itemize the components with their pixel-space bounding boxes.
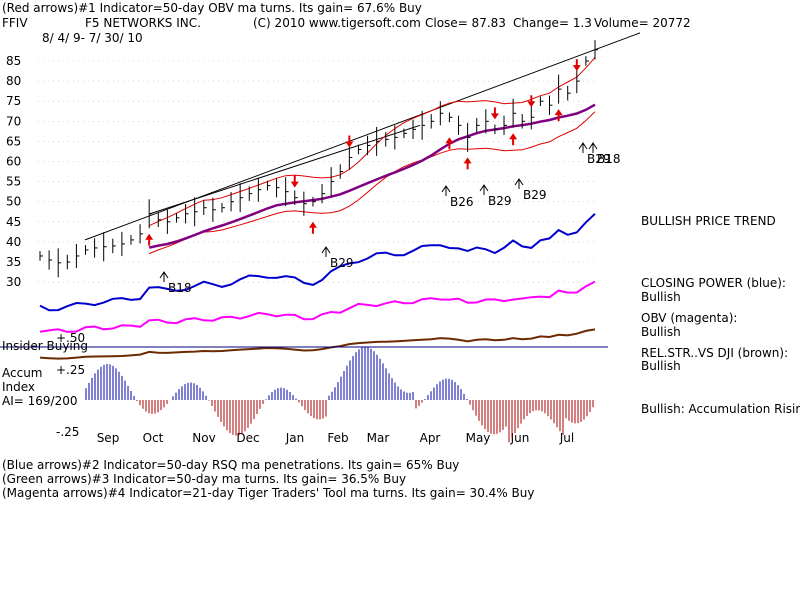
- rel-strength-line: [39, 328, 596, 360]
- y-tick-label: 80: [6, 74, 21, 88]
- closing-power-value: Bullish: [641, 290, 681, 304]
- y-tick-label: 50: [6, 195, 21, 209]
- x-tick-label: Apr: [420, 431, 441, 445]
- accumulation-status: Bullish: Accumulation Rising: [641, 402, 800, 416]
- copyright-text: (C) 2010 www.tigersoft.com: [253, 16, 421, 30]
- sell-arrow: [345, 135, 354, 148]
- annotation-arrow: [321, 246, 331, 257]
- annotation-label: B29: [523, 188, 547, 202]
- change-value: Change= 1.3: [513, 16, 592, 30]
- closing-power-line: [39, 213, 596, 312]
- rel-strength-title: REL.STR..VS DJI (brown):: [641, 346, 789, 360]
- annotation-arrow: [441, 185, 451, 196]
- price-trend-label: BULLISH PRICE TREND: [641, 214, 776, 228]
- y-tick-label: 70: [6, 114, 21, 128]
- upper-band-line: [148, 57, 596, 227]
- y-tick-label: 35: [6, 255, 21, 269]
- annotation-label: B29: [587, 152, 611, 166]
- annotation-arrow: [514, 178, 524, 189]
- x-tick-label: Sep: [97, 431, 120, 445]
- minus-25-label: -.25: [56, 425, 80, 439]
- price-bars: [39, 40, 598, 278]
- annotation-label: B29: [488, 194, 512, 208]
- header-indicator-1: (Red arrows)#1 Indicator=50-day OBV ma t…: [2, 1, 422, 15]
- annotation-label: B26: [450, 195, 474, 209]
- y-tick-label: 65: [6, 134, 21, 148]
- annotation-arrow: [479, 184, 489, 195]
- footer-indicator-3: (Green arrows)#3 Indicator=50-day ma tur…: [2, 472, 407, 486]
- buy-arrow: [554, 109, 563, 122]
- y-tick-label: 45: [6, 215, 21, 229]
- x-axis-month-labels: Sep Oct Nov Dec Jan Feb Mar Apr May Jun Jul: [97, 431, 575, 445]
- x-tick-label: Jun: [510, 431, 530, 445]
- x-tick-label: Nov: [192, 431, 215, 445]
- obv-value: Bullish: [641, 325, 681, 339]
- ai-value: AI= 169/200: [2, 394, 78, 408]
- sell-arrow: [290, 175, 299, 188]
- buy-arrow: [308, 221, 317, 234]
- lower-trend-line: [149, 124, 421, 215]
- x-tick-label: Oct: [143, 431, 164, 445]
- sell-arrow: [490, 107, 499, 120]
- accum-label: Accum: [2, 366, 43, 380]
- annotation-label: B29: [330, 256, 354, 270]
- plus-50-label: +.50: [56, 331, 86, 345]
- close-price: Close= 87.83: [425, 16, 506, 30]
- annotation-label: B18: [168, 281, 192, 295]
- obv-title: OBV (magenta):: [641, 311, 738, 325]
- closing-power-title: CLOSING POWER (blue):: [641, 276, 786, 290]
- x-tick-label: Dec: [236, 431, 259, 445]
- sell-arrow: [527, 95, 536, 108]
- sell-arrow: [572, 59, 581, 72]
- x-tick-label: May: [466, 431, 491, 445]
- annotation-arrow: [588, 142, 598, 153]
- company-name: F5 NETWORKS INC.: [85, 16, 201, 30]
- buy-arrow: [145, 233, 154, 246]
- rel-strength-value: Bullish: [641, 359, 681, 373]
- y-tick-label: 30: [6, 275, 21, 289]
- upper-trend-line: [84, 32, 641, 241]
- ma50-line: [148, 103, 596, 249]
- x-tick-label: Feb: [327, 431, 348, 445]
- x-tick-label: Jul: [559, 431, 574, 445]
- y-tick-label: 85: [6, 54, 21, 68]
- y-tick-label: 40: [6, 235, 21, 249]
- grid-lines: [38, 60, 596, 283]
- index-label: Index: [2, 380, 36, 394]
- x-tick-label: Mar: [367, 431, 390, 445]
- signal-arrows: [145, 59, 581, 246]
- accumulation-index-bars: [85, 346, 594, 443]
- volume-value: Volume= 20772: [594, 16, 691, 30]
- y-axis-ticks: 85 80 75 70 65 60 55 50 45 40 35 30: [6, 54, 21, 289]
- y-tick-label: 55: [6, 175, 21, 189]
- y-tick-label: 75: [6, 94, 21, 108]
- date-range: 8/ 4/ 9- 7/ 30/ 10: [42, 31, 143, 45]
- plus-25-label: +.25: [56, 363, 86, 377]
- annotation-label: B18: [597, 152, 621, 166]
- x-tick-label: Jan: [285, 431, 305, 445]
- y-tick-label: 60: [6, 155, 21, 169]
- annotation-arrow: [578, 142, 588, 153]
- ticker-symbol: FFIV: [2, 16, 28, 30]
- buy-arrow: [509, 133, 518, 146]
- buy-arrow: [445, 137, 454, 150]
- footer-indicator-4: (Magenta arrows)#4 Indicator=21-day Tige…: [2, 486, 535, 500]
- buy-arrow: [463, 157, 472, 170]
- lower-band-line: [149, 111, 596, 255]
- insider-buying-label: Insider Buying: [2, 339, 88, 353]
- obv-line: [39, 280, 596, 333]
- footer-indicator-2: (Blue arrows)#2 Indicator=50-day RSQ ma …: [2, 458, 460, 472]
- annotation-arrow: [159, 271, 169, 282]
